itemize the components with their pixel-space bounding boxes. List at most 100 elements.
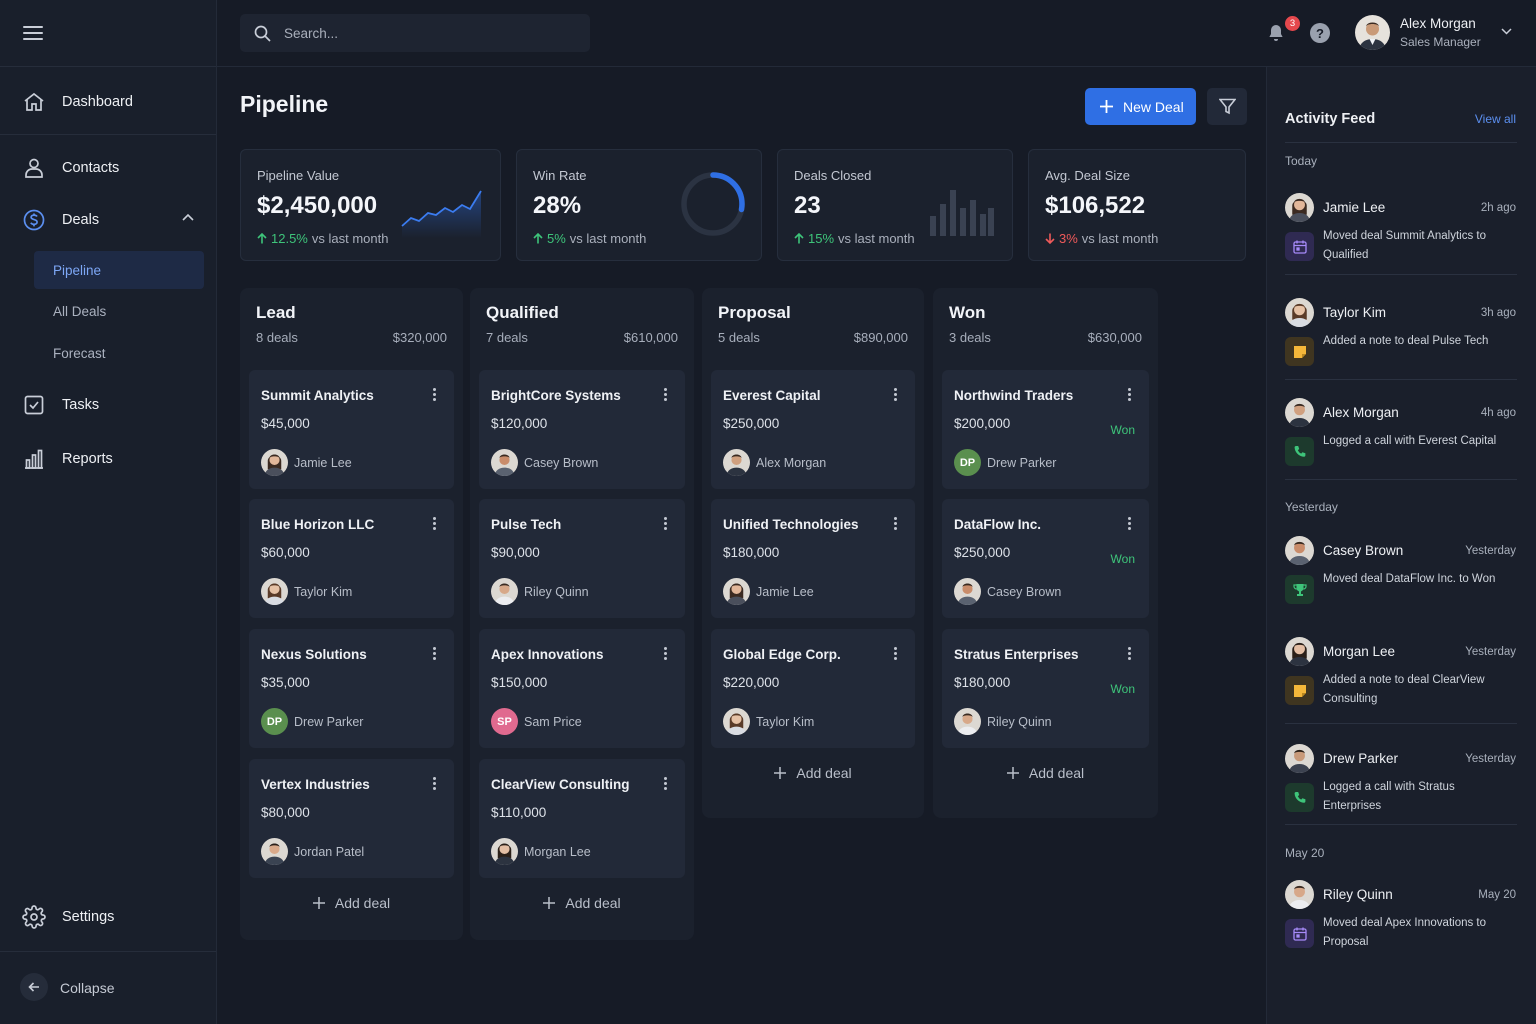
more-options-icon[interactable] xyxy=(659,388,671,402)
deal-name: Vertex Industries xyxy=(261,777,370,792)
deal-name: Everest Capital xyxy=(723,388,821,403)
more-options-icon[interactable] xyxy=(659,647,671,661)
plus-icon xyxy=(774,767,787,779)
deal-card[interactable]: Nexus Solutions $35,000 DP Drew Parker xyxy=(249,629,454,748)
search-input[interactable] xyxy=(284,14,574,52)
deal-name: Apex Innovations xyxy=(491,647,604,662)
activity-avatar xyxy=(1285,536,1314,565)
pipeline-column-lead: Lead 8 deals $320,000 Summit Analytics $… xyxy=(240,288,463,940)
deal-card[interactable]: DataFlow Inc. $250,000 Won Casey Brown xyxy=(942,499,1149,618)
more-options-icon[interactable] xyxy=(428,647,440,661)
search-box[interactable] xyxy=(240,14,590,52)
deal-card[interactable]: Pulse Tech $90,000 Riley Quinn xyxy=(479,499,685,618)
deal-card[interactable]: Global Edge Corp. $220,000 Taylor Kim xyxy=(711,629,915,748)
sidebar-item-contacts[interactable]: Contacts xyxy=(0,146,216,190)
deal-card[interactable]: Vertex Industries $80,000 Jordan Patel xyxy=(249,759,454,878)
sidebar-subitem-forecast[interactable]: Forecast xyxy=(53,345,106,361)
more-options-icon[interactable] xyxy=(1123,647,1135,661)
activity-user[interactable]: Morgan Lee xyxy=(1323,644,1396,659)
view-all-link[interactable]: View all xyxy=(1474,112,1516,126)
activity-time: 2h ago xyxy=(1480,202,1516,214)
deal-name: Northwind Traders xyxy=(954,388,1074,403)
activity-user[interactable]: Alex Morgan xyxy=(1323,405,1399,420)
activity-text: Logged a call with Everest Capital xyxy=(1323,435,1497,447)
arrow-up-icon xyxy=(533,233,543,244)
deal-card[interactable]: Stratus Enterprises $180,000 Won Riley Q… xyxy=(942,629,1149,748)
deal-card[interactable]: Northwind Traders $200,000 Won DP Drew P… xyxy=(942,370,1149,489)
mini-bar-chart xyxy=(930,190,994,236)
sidebar-item-settings[interactable]: Settings xyxy=(0,895,216,939)
owner-avatar xyxy=(491,578,518,605)
add-deal-button[interactable]: Add deal xyxy=(470,883,694,923)
collapse-label[interactable]: Collapse xyxy=(60,980,115,996)
more-options-icon[interactable] xyxy=(428,517,440,531)
deal-owner: Riley Quinn xyxy=(524,585,589,599)
chevron-up-icon[interactable] xyxy=(182,213,194,221)
help-icon[interactable]: ? xyxy=(1310,23,1330,43)
deal-amount: $250,000 xyxy=(723,416,780,431)
activity-user[interactable]: Taylor Kim xyxy=(1323,305,1387,320)
collapse-button[interactable] xyxy=(20,973,48,1001)
plus-icon xyxy=(543,897,556,909)
filter-button[interactable] xyxy=(1207,88,1247,125)
more-options-icon[interactable] xyxy=(428,777,440,791)
more-options-icon[interactable] xyxy=(1123,517,1135,531)
divider xyxy=(0,134,216,135)
sidebar-subitem-pipeline[interactable]: Pipeline xyxy=(34,251,204,289)
add-deal-button[interactable]: Add deal xyxy=(240,883,463,923)
owner-avatar xyxy=(261,578,288,605)
deal-amount: $45,000 xyxy=(261,416,310,431)
deal-name: Pulse Tech xyxy=(491,517,562,532)
more-options-icon[interactable] xyxy=(1123,388,1135,402)
pipeline-column-qualified: Qualified 7 deals $610,000 BrightCore Sy… xyxy=(470,288,694,940)
more-options-icon[interactable] xyxy=(659,777,671,791)
deal-owner: Alex Morgan xyxy=(756,456,827,470)
menu-icon[interactable] xyxy=(23,25,43,41)
search-icon xyxy=(254,25,271,42)
sidebar-item-tasks[interactable]: Tasks xyxy=(0,383,216,427)
chevron-down-icon[interactable] xyxy=(1501,28,1512,35)
deal-amount: $35,000 xyxy=(261,675,310,690)
activity-user[interactable]: Jamie Lee xyxy=(1323,200,1386,215)
plus-icon xyxy=(1100,100,1113,113)
stat-label: Avg. Deal Size xyxy=(1045,168,1131,183)
stat-change-suffix: vs last month xyxy=(1081,231,1159,246)
deal-card[interactable]: Blue Horizon LLC $60,000 Taylor Kim xyxy=(249,499,454,618)
bell-icon[interactable] xyxy=(1266,23,1286,43)
activity-user[interactable]: Casey Brown xyxy=(1323,543,1404,558)
deal-card[interactable]: Summit Analytics $45,000 Jamie Lee xyxy=(249,370,454,489)
deal-card[interactable]: ClearView Consulting $110,000 Morgan Lee xyxy=(479,759,685,878)
user-name[interactable]: Alex Morgan xyxy=(1400,16,1476,31)
user-avatar[interactable] xyxy=(1355,15,1390,50)
stat-card-avg-deal-size: Avg. Deal Size $106,522 3% vs last month xyxy=(1028,149,1246,261)
activity-time: 3h ago xyxy=(1480,307,1516,319)
user-icon xyxy=(25,158,43,178)
sidebar-item-reports[interactable]: Reports xyxy=(0,437,216,481)
owner-avatar xyxy=(723,708,750,735)
deal-card[interactable]: Apex Innovations $150,000 SP Sam Price xyxy=(479,629,685,748)
sidebar-item-dashboard[interactable]: Dashboard xyxy=(0,80,216,124)
arrow-up-icon xyxy=(794,233,804,244)
more-options-icon[interactable] xyxy=(659,517,671,531)
sidebar-subitem-all-deals[interactable]: All Deals xyxy=(53,303,107,319)
more-options-icon[interactable] xyxy=(428,388,440,402)
bar-chart-icon xyxy=(25,449,43,469)
deal-card[interactable]: Everest Capital $250,000 Alex Morgan xyxy=(711,370,915,489)
activity-user[interactable]: Riley Quinn xyxy=(1323,887,1393,902)
divider xyxy=(0,951,216,952)
deal-card[interactable]: Unified Technologies $180,000 Jamie Lee xyxy=(711,499,915,618)
new-deal-button[interactable]: New Deal xyxy=(1085,88,1196,125)
more-options-icon[interactable] xyxy=(889,388,901,402)
add-deal-label: Add deal xyxy=(334,895,391,911)
deal-name: BrightCore Systems xyxy=(491,388,621,403)
activity-avatar xyxy=(1285,744,1314,773)
more-options-icon[interactable] xyxy=(889,647,901,661)
add-deal-button[interactable]: Add deal xyxy=(933,753,1158,793)
add-deal-button[interactable]: Add deal xyxy=(702,753,924,793)
more-options-icon[interactable] xyxy=(889,517,901,531)
sidebar-item-deals[interactable]: Deals xyxy=(0,198,216,242)
stat-label: Pipeline Value xyxy=(257,168,340,183)
stat-change-suffix: vs last month xyxy=(838,231,915,246)
activity-user[interactable]: Drew Parker xyxy=(1323,751,1399,766)
deal-card[interactable]: BrightCore Systems $120,000 Casey Brown xyxy=(479,370,685,489)
